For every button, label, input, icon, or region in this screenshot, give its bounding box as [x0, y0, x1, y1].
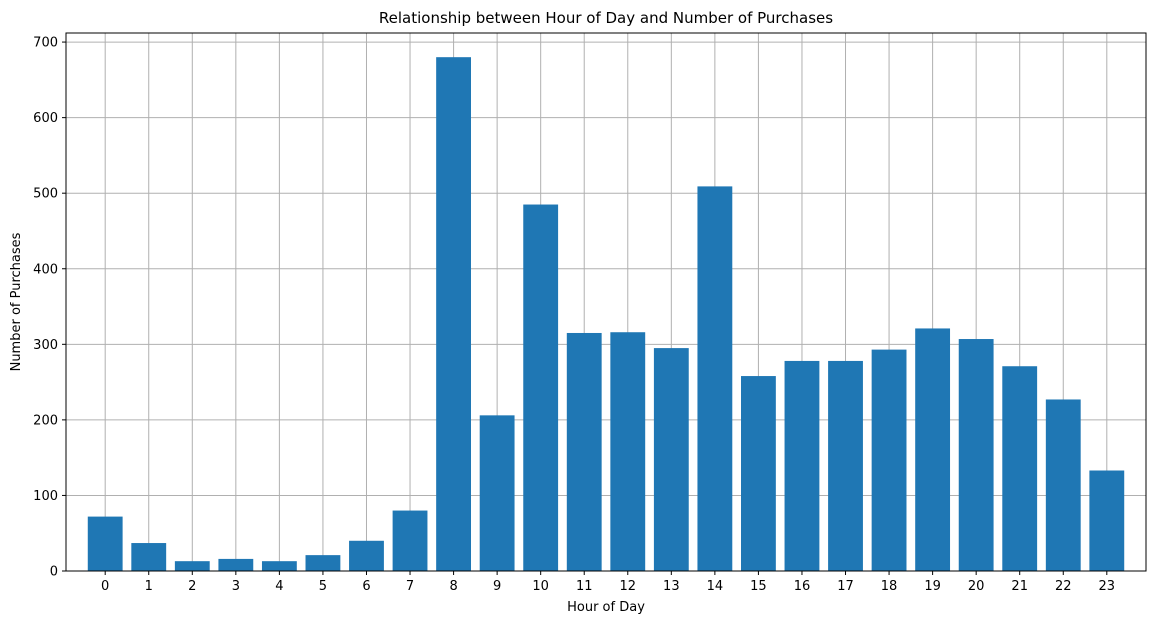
bar-hour-1	[131, 543, 167, 571]
x-tick-label: 23	[1099, 579, 1116, 594]
x-tick-label: 10	[532, 579, 549, 594]
bar-hour-7	[392, 510, 428, 571]
x-tick-label: 4	[275, 579, 283, 594]
bar-hour-18	[871, 349, 907, 571]
bar-hour-16	[784, 360, 820, 571]
x-tick-label: 21	[1011, 579, 1028, 594]
x-tick-label: 12	[620, 579, 637, 594]
plot-frame	[65, 32, 1147, 572]
y-axis-ticks: 0 100 200 300 400 500 600 700	[33, 36, 66, 580]
bar-hour-5	[305, 555, 341, 571]
x-tick-label: 22	[1055, 579, 1072, 594]
bar-hour-2	[174, 561, 210, 571]
bars	[87, 57, 1125, 572]
x-tick-label: 18	[881, 579, 898, 594]
x-tick-label: 8	[449, 579, 457, 594]
bar-hour-20	[958, 339, 994, 571]
x-tick-label: 16	[794, 579, 811, 594]
y-tick-label: 500	[33, 187, 58, 202]
bar-hour-13	[653, 348, 689, 571]
bar-hour-6	[349, 540, 384, 571]
bar-hour-11	[566, 332, 602, 571]
x-tick-label: 14	[707, 579, 724, 594]
x-tick-label: 17	[837, 579, 854, 594]
y-tick-label: 600	[33, 111, 58, 126]
bar-hour-21	[1002, 366, 1038, 571]
bar-hour-15	[741, 376, 776, 571]
y-tick-label: 0	[50, 565, 58, 580]
x-tick-label: 19	[924, 579, 941, 594]
y-tick-label: 700	[33, 36, 58, 51]
x-tick-label: 11	[576, 579, 593, 594]
bar-hour-22	[1045, 399, 1081, 571]
x-tick-label: 7	[406, 579, 414, 594]
x-tick-label: 2	[188, 579, 196, 594]
x-tick-label: 13	[663, 579, 680, 594]
axes	[65, 32, 1147, 572]
y-axis-label: Number of Purchases	[9, 232, 24, 371]
bar-hour-0	[87, 516, 123, 571]
x-tick-label: 5	[319, 579, 327, 594]
bar-hour-10	[523, 204, 559, 572]
bar-hour-9	[479, 415, 515, 571]
bar-hour-23	[1089, 470, 1125, 571]
bar-hour-19	[915, 328, 951, 571]
bar-hour-14	[697, 186, 733, 571]
x-tick-label: 1	[145, 579, 153, 594]
x-axis-label: Hour of Day	[567, 600, 645, 615]
bar-hour-4	[261, 561, 297, 571]
y-tick-label: 200	[33, 413, 58, 428]
x-tick-label: 9	[493, 579, 501, 594]
y-tick-label: 400	[33, 262, 58, 277]
y-tick-label: 100	[33, 489, 58, 504]
x-tick-label: 6	[362, 579, 370, 594]
bar-hour-3	[218, 558, 254, 571]
chart-title: Relationship between Hour of Day and Num…	[379, 9, 833, 27]
y-tick-label: 300	[33, 338, 58, 353]
x-axis-ticks: 0 1 2 3 4 5 6 7 8 9 10 11 12 13 14 15 16 17 18 19 20 21 22 23	[101, 571, 1115, 594]
x-tick-label: 15	[750, 579, 767, 594]
bar-hour-12	[610, 332, 646, 571]
x-tick-label: 3	[232, 579, 240, 594]
x-tick-label: 20	[968, 579, 985, 594]
bar-hour-17	[828, 360, 863, 571]
x-tick-label: 0	[101, 579, 109, 594]
bar-hour-8	[436, 57, 471, 572]
